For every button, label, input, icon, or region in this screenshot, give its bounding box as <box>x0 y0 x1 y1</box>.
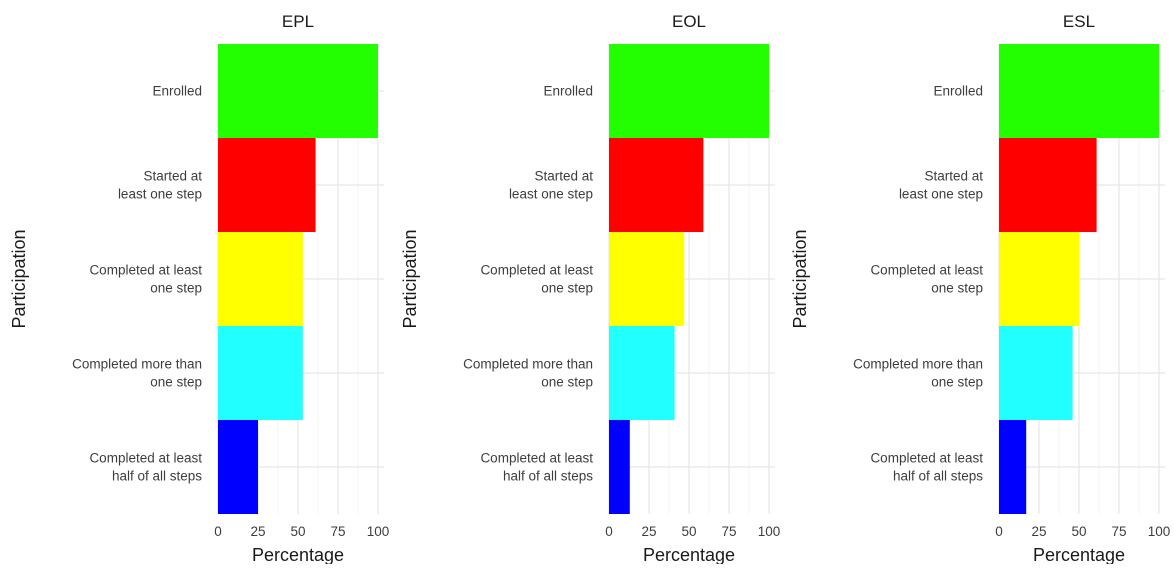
x-tick-label: 100 <box>367 524 390 539</box>
x-tick-label: 100 <box>758 524 781 539</box>
x-tick-label: 25 <box>641 524 656 539</box>
bar <box>609 138 704 232</box>
bar <box>609 44 769 138</box>
category-tick-label: Enrolled <box>152 84 202 99</box>
x-tick-label: 100 <box>1148 524 1171 539</box>
bar <box>999 138 1097 232</box>
category-tick-label: half of all steps <box>503 469 593 484</box>
bar <box>609 326 675 420</box>
x-tick-label: 0 <box>214 524 222 539</box>
category-tick-label: least one step <box>509 187 593 202</box>
category-tick-label: Completed at least <box>89 263 202 278</box>
x-axis-title: Percentage <box>643 545 735 564</box>
category-tick-label: one step <box>931 281 983 296</box>
category-tick-label: half of all steps <box>112 469 202 484</box>
bar <box>218 420 258 514</box>
category-tick-label: least one step <box>118 187 202 202</box>
category-tick-label: one step <box>931 375 983 390</box>
category-tick-label: least one step <box>899 187 983 202</box>
category-tick-label: Completed at least <box>480 263 593 278</box>
y-axis-title: Participation <box>9 229 29 328</box>
category-tick-label: one step <box>150 375 202 390</box>
category-tick-label: one step <box>541 281 593 296</box>
category-tick-label: Completed more than <box>463 357 593 372</box>
bar <box>218 138 316 232</box>
category-tick-label: Enrolled <box>933 84 983 99</box>
category-tick-label: Completed at least <box>480 451 593 466</box>
category-tick-label: one step <box>150 281 202 296</box>
bar <box>609 232 685 326</box>
panel-title: EPL <box>282 12 314 31</box>
panel-title: EOL <box>672 12 706 31</box>
bar <box>999 420 1027 514</box>
y-axis-title: Participation <box>790 229 810 328</box>
x-axis-title: Percentage <box>1033 545 1125 564</box>
x-tick-label: 75 <box>1111 524 1126 539</box>
bar <box>218 44 378 138</box>
x-tick-label: 75 <box>721 524 736 539</box>
chart-panel-esl: Enrolled Started at least one step Complete… <box>790 12 1171 565</box>
x-tick-label: 50 <box>1071 524 1086 539</box>
x-tick-label: 25 <box>1031 524 1046 539</box>
x-tick-label: 0 <box>605 524 613 539</box>
category-tick-label: Completed more than <box>72 357 202 372</box>
bar <box>218 326 303 420</box>
category-tick-label: one step <box>541 375 593 390</box>
category-tick-label: Enrolled <box>543 84 593 99</box>
x-tick-label: 50 <box>681 524 696 539</box>
category-tick-label: Completed more than <box>853 357 983 372</box>
category-tick-label: Completed at least <box>870 451 983 466</box>
x-axis-title: Percentage <box>252 545 344 564</box>
x-tick-label: 50 <box>290 524 305 539</box>
bar <box>609 420 630 514</box>
category-tick-label: Completed at least <box>89 451 202 466</box>
panel-title: ESL <box>1063 12 1095 31</box>
bar <box>999 326 1073 420</box>
category-tick-label: Started at <box>534 169 593 184</box>
bar <box>218 232 303 326</box>
x-tick-label: 75 <box>330 524 345 539</box>
bar <box>999 232 1079 326</box>
category-tick-label: Started at <box>924 169 983 184</box>
x-tick-label: 0 <box>995 524 1003 539</box>
chart-panel-eol: Enrolled Started at least one step Complete… <box>400 12 781 565</box>
chart-panel-epl: Enrolled Started at least one step Complete… <box>9 12 390 565</box>
y-axis-title: Participation <box>400 229 420 328</box>
category-tick-label: Started at <box>143 169 202 184</box>
category-tick-label: half of all steps <box>893 469 983 484</box>
category-tick-label: Completed at least <box>870 263 983 278</box>
bar <box>999 44 1159 138</box>
x-tick-label: 25 <box>250 524 265 539</box>
